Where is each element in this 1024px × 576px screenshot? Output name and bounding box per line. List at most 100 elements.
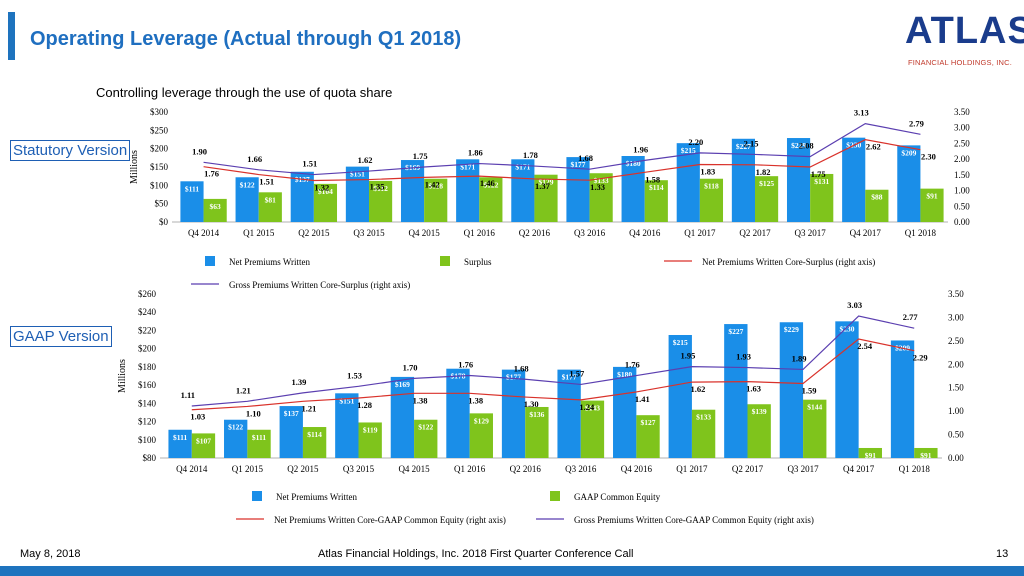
chart1-y2-tick-label: 0.00: [948, 453, 964, 463]
chart0-bar-secondary: [369, 180, 393, 222]
chart1-bar-secondary: [414, 419, 438, 458]
chart1-bar-secondary: [358, 422, 382, 458]
chart0-line-data-label: 1.66: [247, 154, 262, 164]
chart0-y2-tick-label: 1.50: [954, 170, 970, 180]
chart1-bar-primary: [890, 340, 915, 458]
chart1-line-data-label: 1.63: [746, 384, 761, 394]
chart0-bar-data-label: $81: [265, 195, 277, 204]
chart1-line-data-label: 1.93: [736, 352, 751, 362]
chart0-legend-swatch: [440, 256, 450, 266]
footer-title: Atlas Financial Holdings, Inc. 2018 Firs…: [318, 548, 634, 560]
chart0-bar-primary: [786, 138, 811, 222]
chart0-line-data-label: 1.90: [192, 146, 207, 156]
chart1-category-label: Q1 2016: [454, 464, 486, 474]
chart0-category-label: Q2 2015: [298, 228, 330, 238]
chart0-y2-tick-label: 0.50: [954, 201, 970, 211]
chart1-bar-data-label: $177: [562, 373, 577, 382]
statutory-section-label-text: Statutory Version: [10, 140, 131, 161]
chart1-bar-secondary: [858, 447, 882, 458]
chart1-category-label: Q1 2018: [899, 464, 931, 474]
chart0-bar-data-label: $151: [350, 170, 365, 179]
chart1-line-data-label: 1.10: [246, 408, 261, 418]
chart1-line-data-label: 1.38: [413, 395, 428, 405]
chart1-bar-primary: [279, 406, 303, 458]
chart0-y-tick-label: $50: [155, 199, 169, 209]
chart1-bar-data-label: $137: [284, 409, 299, 418]
chart0-bar-data-label: $114: [649, 183, 664, 192]
chart1-line-data-label: 1.62: [690, 384, 705, 394]
chart0-y2-tick-label: 1.00: [954, 186, 970, 196]
page-subtitle: Controlling leverage through the use of …: [96, 85, 393, 100]
chart1-line-data-label: 1.24: [579, 402, 595, 412]
chart1-line-data-label: 1.76: [458, 360, 473, 370]
chart1-line-data-label: 1.59: [802, 385, 817, 395]
chart0-bar-secondary: [534, 174, 558, 222]
chart1-bar-primary: [779, 322, 804, 458]
chart1-bar-data-label: $133: [696, 413, 711, 422]
chart0-line-data-label: 1.86: [468, 148, 483, 158]
chart1-bar-data-label: $143: [585, 404, 600, 413]
chart1-category-label: Q3 2015: [343, 464, 375, 474]
chart0-bar-data-label: $180: [626, 159, 641, 168]
footer-date: May 8, 2018: [20, 548, 81, 560]
chart0-bar-primary: [456, 159, 480, 222]
chart0-bar-primary: [842, 137, 866, 222]
chart0-bar-data-label: $104: [318, 187, 333, 196]
chart0-y2-tick-label: 2.50: [954, 138, 970, 148]
chart0-line-data-label: 1.76: [204, 169, 219, 179]
chart0-y2-tick-label: 2.00: [954, 154, 970, 164]
chart1-bar-data-label: $91: [865, 451, 877, 460]
chart0-category-label: Q4 2016: [629, 228, 661, 238]
statutory-section-label: Statutory Version: [10, 140, 131, 161]
chart0-legend-entry: Surplus: [464, 257, 492, 267]
chart1-bar-data-label: $119: [363, 425, 378, 434]
chart0-bar-secondary: [865, 189, 889, 222]
chart0-line-data-label: 1.51: [259, 177, 274, 187]
chart0-line-data-label: 1.33: [590, 182, 605, 192]
chart1-y-tick-label: $80: [143, 453, 157, 463]
chart0-line-data-label: 1.78: [523, 150, 538, 160]
gaap-section-label: GAAP Version: [10, 326, 112, 347]
chart1-bar-primary: [501, 369, 526, 458]
chart1-bar-data-label: $230: [839, 324, 854, 333]
chart1-category-label: Q1 2015: [232, 464, 264, 474]
chart0-line-data-label: 1.42: [425, 179, 440, 189]
chart1-line-data-label: 1.76: [625, 360, 640, 370]
chart1-line-data-label: 1.28: [357, 400, 372, 410]
chart0-bar-data-label: $171: [515, 162, 530, 171]
chart0-bar-data-label: $171: [460, 162, 475, 171]
chart1-y2-tick-label: 3.50: [948, 289, 964, 299]
chart0-bar-primary: [345, 166, 369, 222]
chart0-bar-secondary: [755, 176, 779, 222]
chart0-category-label: Q3 2016: [574, 228, 606, 238]
logo-wordmark: ATLAS: [905, 10, 1024, 52]
chart1-line-data-label: 1.11: [181, 390, 195, 400]
chart1-y2-tick-label: 2.00: [948, 359, 964, 369]
chart1-bar-data-label: $129: [474, 416, 489, 425]
chart1-series-line-purple: [191, 315, 915, 407]
chart1-bar-secondary: [247, 429, 271, 458]
chart0-category-label: Q4 2015: [409, 228, 441, 238]
chart0-category-label: Q2 2017: [739, 228, 771, 238]
chart1-category-label: Q4 2015: [398, 464, 430, 474]
chart1-y2-tick-label: 1.50: [948, 383, 964, 393]
chart1-line-data-label: 1.41: [635, 394, 650, 404]
chart0-line-data-label: 2.15: [744, 138, 759, 148]
chart0-bar-data-label: $118: [704, 182, 719, 191]
chart0-y-tick-label: $0: [159, 217, 169, 227]
chart1-y-axis-label: Millions: [117, 359, 128, 393]
chart0-y-tick-label: $200: [150, 144, 169, 154]
chart1-line-data-label: 1.39: [291, 377, 306, 387]
chart0-line-data-label: 1.68: [578, 153, 593, 163]
chart0-line-data-label: 1.62: [358, 155, 373, 165]
chart1-bar-data-label: $91: [920, 451, 932, 460]
chart0-bar-data-label: $91: [926, 192, 938, 201]
chart1-line-data-label: 2.77: [903, 312, 919, 322]
chart1-bar-secondary: [803, 399, 827, 458]
footer-page-number: 13: [996, 548, 1009, 560]
chart0-bar-primary: [511, 159, 535, 222]
chart1-bar-secondary: [525, 406, 549, 458]
chart0-bar-secondary: [424, 178, 448, 222]
chart1-line-data-label: 1.38: [468, 395, 483, 405]
chart1-bar-data-label: $139: [752, 407, 767, 416]
